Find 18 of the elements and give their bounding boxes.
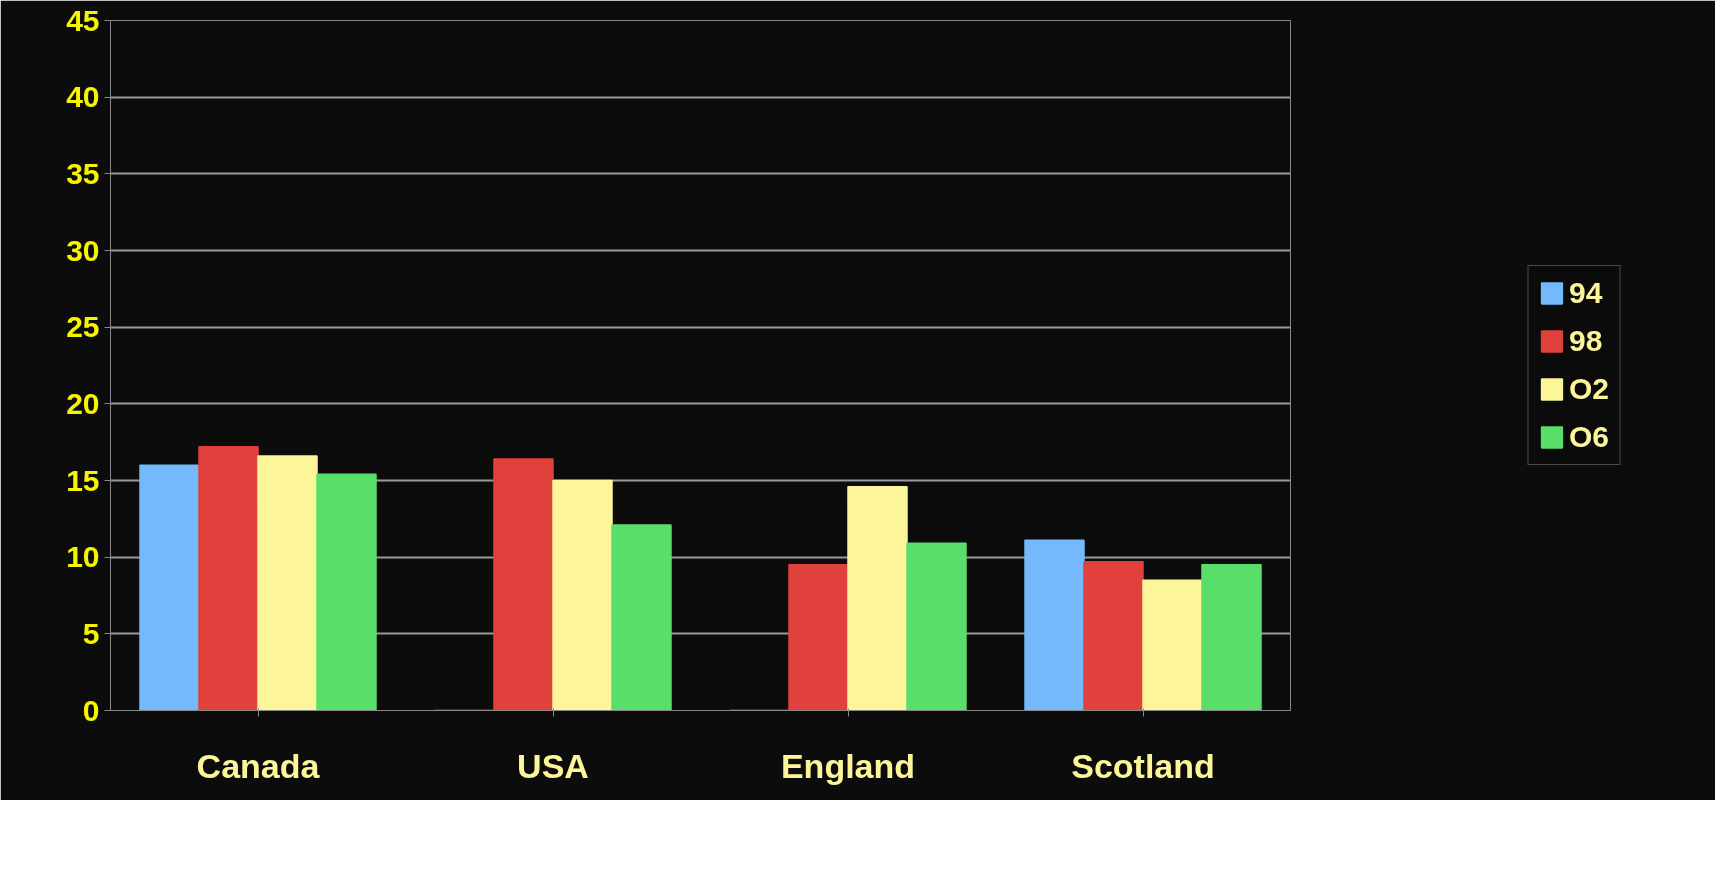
legend-label: O2	[1568, 372, 1610, 406]
x-tick-label: England	[780, 746, 916, 785]
y-tick-label: 5	[82, 616, 100, 650]
y-tick-label: 45	[66, 3, 100, 37]
y-tick-label: 10	[66, 540, 100, 574]
x-tick-label: USA	[517, 746, 589, 785]
legend-label: 98	[1568, 324, 1604, 358]
y-tick-label: 15	[66, 463, 100, 497]
y-tick-label: 0	[82, 693, 100, 727]
y-tick-label: 30	[66, 233, 100, 267]
y-tick-label: 40	[66, 80, 100, 114]
y-tick-label: 20	[66, 386, 100, 420]
y-tick-label: 35	[66, 156, 100, 190]
x-tick-label: Scotland	[1071, 746, 1215, 785]
y-tick-label: 25	[66, 310, 100, 344]
x-tick-label: Canada	[196, 746, 321, 785]
legend-label: 94	[1568, 276, 1604, 310]
legend-label: O6	[1568, 420, 1610, 454]
